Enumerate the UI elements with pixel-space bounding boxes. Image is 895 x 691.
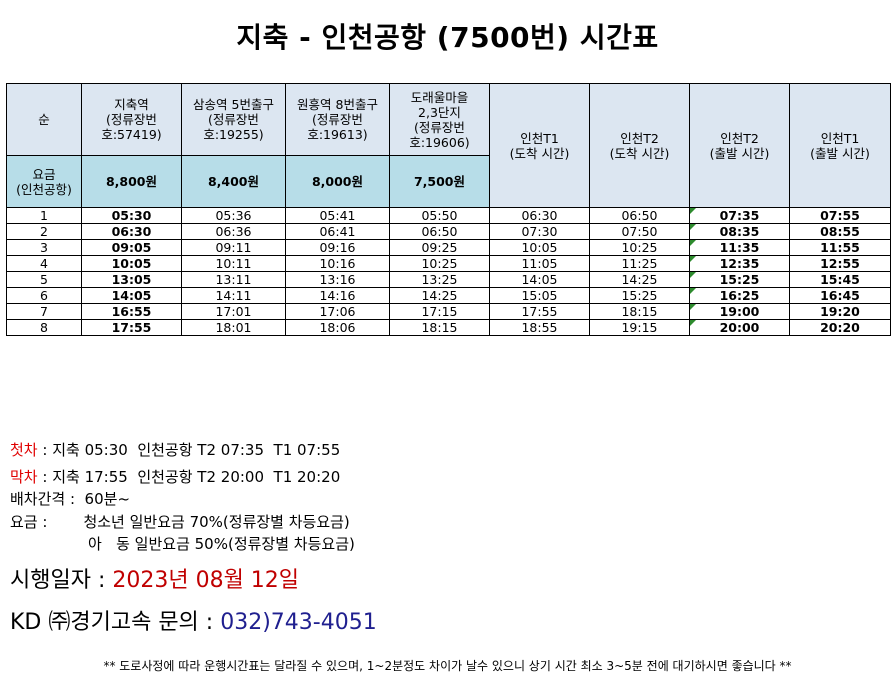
header-t2-depart: 인천T2 (출발 시간)	[689, 83, 790, 208]
effective-date: 시행일자 : 2023년 08월 12일	[10, 568, 300, 593]
time-cell: 12:55	[789, 255, 891, 272]
time-cell: 19:20	[789, 303, 891, 320]
time-cell: 18:01	[181, 319, 286, 336]
time-cell: 09:25	[389, 239, 490, 256]
header-t1-arrive: 인천T1 (도착 시간)	[489, 83, 590, 208]
time-cell: 06:30	[81, 223, 182, 240]
time-cell: 18:06	[285, 319, 390, 336]
fare-note-child: 아 동 일반요금 50%(정류장별 차등요금)	[88, 535, 355, 553]
header-stop-jichuk: 지축역 (정류장번 호:57419)	[81, 83, 182, 156]
time-cell: 14:05	[489, 271, 590, 288]
time-cell: 06:50	[589, 207, 690, 224]
time-cell: 17:55	[489, 303, 590, 320]
time-cell: 11:25	[589, 255, 690, 272]
time-cell: 05:36	[181, 207, 286, 224]
fare-jichuk: 8,800원	[81, 155, 182, 208]
fare-note-youth: 요금 : 청소년 일반요금 70%(정류장별 차등요금)	[10, 513, 350, 531]
header-t1-depart: 인천T1 (출발 시간)	[789, 83, 891, 208]
row-number: 5	[6, 271, 82, 288]
time-cell: 16:55	[81, 303, 182, 320]
row-number: 6	[6, 287, 82, 304]
fare-samsong: 8,400원	[181, 155, 286, 208]
header-stop-wonheung: 원흥역 8번출구 (정류장번 호:19613)	[285, 83, 390, 156]
last-bus-note: 막차 : 지축 17:55 인천공항 T2 20:00 T1 20:20	[10, 468, 341, 486]
time-cell: 20:20	[789, 319, 891, 336]
row-number: 8	[6, 319, 82, 336]
time-cell: 14:25	[589, 271, 690, 288]
time-cell: 09:05	[81, 239, 182, 256]
time-cell: 16:25	[689, 287, 790, 304]
time-cell: 07:50	[589, 223, 690, 240]
time-cell: 14:11	[181, 287, 286, 304]
time-cell: 10:25	[589, 239, 690, 256]
row-number: 4	[6, 255, 82, 272]
fare-label: 요금 (인천공항)	[6, 155, 82, 208]
time-cell: 18:55	[489, 319, 590, 336]
time-cell: 05:30	[81, 207, 182, 224]
time-cell: 09:16	[285, 239, 390, 256]
time-cell: 18:15	[389, 319, 490, 336]
row-number: 3	[6, 239, 82, 256]
time-cell: 06:30	[489, 207, 590, 224]
time-cell: 13:16	[285, 271, 390, 288]
time-cell: 07:30	[489, 223, 590, 240]
fare-wonheung: 8,000원	[285, 155, 390, 208]
time-cell: 06:50	[389, 223, 490, 240]
time-cell: 12:35	[689, 255, 790, 272]
header-stop-samsong: 삼송역 5번출구 (정류장번 호:19255)	[181, 83, 286, 156]
time-cell: 10:05	[81, 255, 182, 272]
header-order: 순	[6, 83, 82, 156]
time-cell: 13:11	[181, 271, 286, 288]
time-cell: 13:05	[81, 271, 182, 288]
first-bus-note: 첫차 : 지축 05:30 인천공항 T2 07:35 T1 07:55	[10, 441, 341, 459]
time-cell: 10:25	[389, 255, 490, 272]
time-cell: 10:05	[489, 239, 590, 256]
timetable: 순 지축역 (정류장번 호:57419) 삼송역 5번출구 (정류장번 호:19255)…	[6, 83, 891, 336]
time-cell: 20:00	[689, 319, 790, 336]
time-cell: 17:06	[285, 303, 390, 320]
time-cell: 14:05	[81, 287, 182, 304]
time-cell: 14:25	[389, 287, 490, 304]
time-cell: 14:16	[285, 287, 390, 304]
time-cell: 17:55	[81, 319, 182, 336]
company-contact: KD ㈜경기고속 문의 : 032)743-4051	[10, 610, 377, 635]
time-cell: 10:11	[181, 255, 286, 272]
fare-doraeul: 7,500원	[389, 155, 490, 208]
time-cell: 17:01	[181, 303, 286, 320]
time-cell: 05:50	[389, 207, 490, 224]
time-cell: 17:15	[389, 303, 490, 320]
time-cell: 07:55	[789, 207, 891, 224]
footer-note: ** 도로사정에 따라 운행시간표는 달라질 수 있으며, 1~2분정도 차이가…	[103, 659, 792, 673]
time-cell: 11:55	[789, 239, 891, 256]
time-cell: 06:36	[181, 223, 286, 240]
page-title: 지축 - 인천공항 (7500번) 시간표	[236, 21, 659, 54]
interval-note: 배차간격 : 60분~	[10, 490, 131, 508]
time-cell: 10:16	[285, 255, 390, 272]
header-t2-arrive: 인천T2 (도착 시간)	[589, 83, 690, 208]
row-number: 2	[6, 223, 82, 240]
time-cell: 11:35	[689, 239, 790, 256]
row-number: 1	[6, 207, 82, 224]
time-cell: 15:45	[789, 271, 891, 288]
time-cell: 08:55	[789, 223, 891, 240]
time-cell: 15:25	[689, 271, 790, 288]
time-cell: 18:15	[589, 303, 690, 320]
time-cell: 16:45	[789, 287, 891, 304]
row-number: 7	[6, 303, 82, 320]
time-cell: 13:25	[389, 271, 490, 288]
header-stop-doraeul: 도래울마을 2,3단지 (정류장번 호:19606)	[389, 83, 490, 156]
time-cell: 07:35	[689, 207, 790, 224]
time-cell: 08:35	[689, 223, 790, 240]
time-cell: 19:00	[689, 303, 790, 320]
time-cell: 11:05	[489, 255, 590, 272]
time-cell: 19:15	[589, 319, 690, 336]
time-cell: 09:11	[181, 239, 286, 256]
time-cell: 06:41	[285, 223, 390, 240]
time-cell: 15:05	[489, 287, 590, 304]
time-cell: 15:25	[589, 287, 690, 304]
time-cell: 05:41	[285, 207, 390, 224]
